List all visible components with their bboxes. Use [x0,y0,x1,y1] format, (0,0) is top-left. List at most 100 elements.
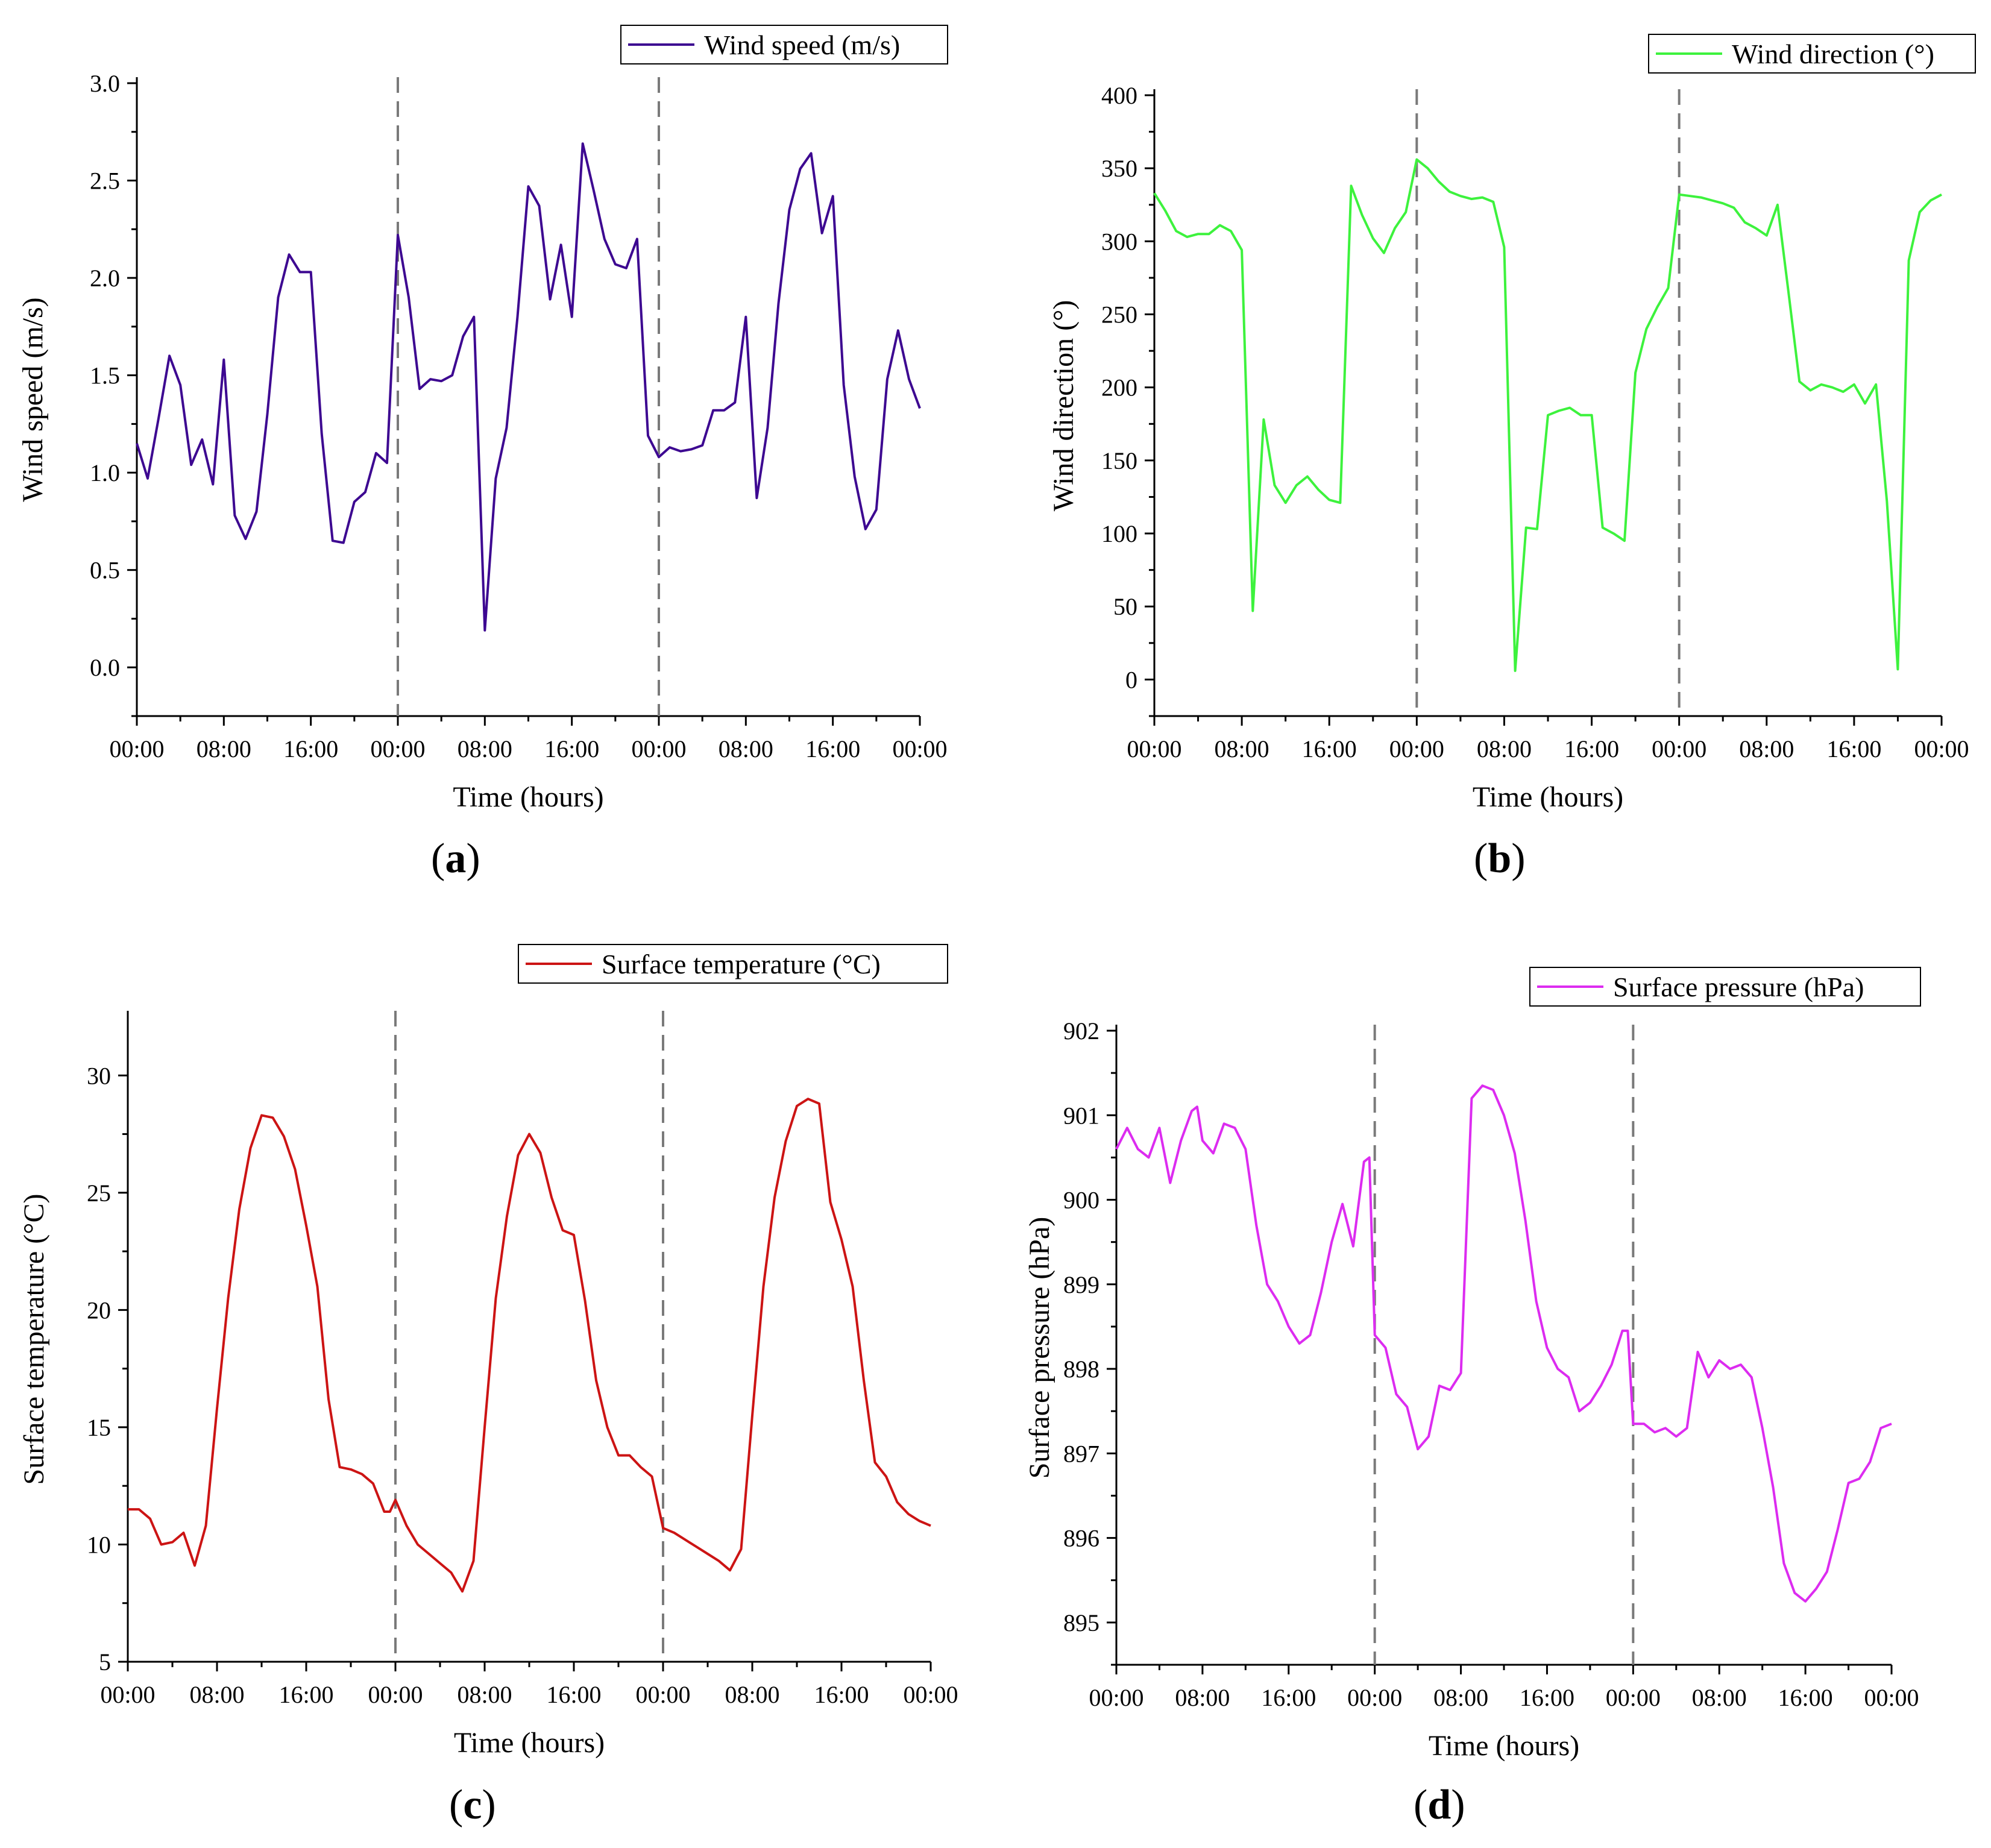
x-tick-label: 00:00 [903,1681,958,1708]
y-tick-label: 898 [1063,1356,1099,1383]
y-tick-label: 100 [1101,520,1137,547]
series-line [1115,1084,1892,1603]
y-tick-label: 2.0 [90,265,120,292]
wind-direction-chart: 0 50 100 150 200 250 300 350 400 00:00 08:00 16:00 0… [1048,34,1976,813]
x-tick-label: 00:00 [1347,1684,1402,1711]
x-tick-label: 08:00 [1215,735,1269,762]
y-tick-label: 5 [99,1648,111,1676]
y-tick-label: 3.0 [90,70,120,97]
x-tick-label: 08:00 [1477,735,1532,762]
x-tick-label: 16:00 [1302,735,1357,762]
x-tick-label: 08:00 [725,1681,779,1708]
x-tick-label: 16:00 [814,1681,869,1708]
y-tick-label: 300 [1101,228,1137,255]
x-tick-label: 00:00 [1652,735,1706,762]
legend: Surface temperature (°C) [518,944,948,984]
y-tick-label: 902 [1063,1017,1099,1045]
x-tick-label: 00:00 [892,735,947,762]
x-tick-label: 00:00 [1914,735,1969,762]
y-tick-label: 30 [87,1062,111,1089]
legend: Wind direction (°) [1648,34,1976,74]
legend-label: Surface temperature (°C) [602,949,881,979]
legend-label: Surface pressure (hPa) [1613,972,1864,1002]
y-tick-label: 350 [1101,155,1137,182]
x-tick-label: 08:00 [189,1681,244,1708]
panel-wind-direction: 0 50 100 150 200 250 300 350 400 00:00 08:00 16:00 0… [995,0,1991,904]
x-axis-label: Time (hours) [1429,1730,1579,1762]
y-tick-label: 25 [87,1180,111,1207]
x-tick-label: 08:00 [197,735,251,762]
y-tick-label: 1.5 [90,362,120,389]
x-tick-label: 00:00 [635,1681,690,1708]
panel-label-c: (c) [449,1782,496,1828]
legend-label: Wind speed (m/s) [704,30,900,60]
y-tick-label: 0.5 [90,557,120,584]
x-tick-label: 16:00 [805,735,860,762]
y-tick-label: 1.0 [90,459,120,486]
x-tick-label: 00:00 [109,735,164,762]
x-tick-label: 16:00 [1826,735,1881,762]
x-tick-label: 00:00 [100,1681,155,1708]
panel-label-b: (b) [1474,835,1526,882]
y-axis-label: Wind direction (°) [1048,300,1080,511]
legend: Surface pressure (hPa) [1529,967,1921,1007]
x-tick-label: 16:00 [1261,1684,1316,1711]
y-tick-label: 895 [1063,1609,1099,1636]
legend: Wind speed (m/s) [620,25,948,64]
x-tick-label: 00:00 [1606,1684,1661,1711]
surface-pressure-chart: 895 896 897 898 899 900 901 902 00:00 08:00 16:00 0… [1024,967,1921,1762]
x-tick-label: 16:00 [1520,1684,1574,1711]
x-tick-label: 08:00 [719,735,773,762]
x-axis-label: Time (hours) [453,781,603,813]
y-tick-label: 897 [1063,1440,1099,1467]
surface-temperature-chart: 5 10 15 20 25 30 00:00 08:00 16:00 00:00 08:00 16:0… [18,944,958,1759]
y-tick-label: 150 [1101,447,1137,474]
x-tick-label: 08:00 [1433,1684,1488,1711]
y-axis-label: Wind speed (m/s) [17,297,49,501]
y-axis-label: Surface temperature (°C) [18,1194,50,1485]
legend-label: Wind direction (°) [1732,39,1934,69]
x-tick-label: 08:00 [1739,735,1794,762]
y-tick-label: 2.5 [90,168,120,195]
x-tick-label: 08:00 [1175,1684,1230,1711]
x-tick-label: 08:00 [458,735,512,762]
x-axis-label: Time (hours) [454,1727,605,1759]
x-tick-label: 00:00 [1864,1684,1919,1711]
x-tick-label: 08:00 [1692,1684,1747,1711]
x-tick-label: 00:00 [631,735,686,762]
panel-surface-pressure: 895 896 897 898 899 900 901 902 00:00 08:00 16:00 0… [995,904,1991,1848]
y-tick-label: 20 [87,1296,111,1324]
x-tick-label: 16:00 [1564,735,1619,762]
y-axis-label: Surface pressure (hPa) [1024,1217,1055,1479]
y-tick-label: 15 [87,1414,111,1441]
y-tick-label: 900 [1063,1187,1099,1214]
wind-speed-chart: 0.0 0.5 1.0 1.5 2.0 2.5 3.0 00:00 08:00 16:00 00:0… [17,25,948,813]
x-tick-label: 16:00 [546,1681,601,1708]
x-tick-label: 00:00 [1389,735,1444,762]
y-tick-label: 896 [1063,1525,1099,1552]
y-tick-label: 0.0 [90,654,120,681]
series-line [136,142,921,632]
y-tick-label: 50 [1113,593,1137,620]
panel-label-a: (a) [431,835,480,882]
series-line [1153,158,1942,672]
x-tick-label: 00:00 [1089,1684,1143,1711]
y-tick-label: 10 [87,1531,111,1558]
x-tick-label: 16:00 [1778,1684,1833,1711]
y-tick-label: 0 [1125,666,1137,693]
panel-wind-speed: 0.0 0.5 1.0 1.5 2.0 2.5 3.0 00:00 08:00 16:00 00:0… [0,0,995,904]
panel-label-d: (d) [1414,1782,1465,1828]
x-tick-label: 00:00 [368,1681,423,1708]
x-tick-label: 00:00 [1127,735,1181,762]
y-tick-label: 899 [1063,1271,1099,1298]
y-tick-label: 901 [1063,1102,1099,1129]
x-tick-label: 08:00 [457,1681,512,1708]
panel-surface-temperature: 5 10 15 20 25 30 00:00 08:00 16:00 00:00 08:00 16:0… [0,904,995,1848]
series-line [128,1098,931,1593]
y-tick-label: 200 [1101,374,1137,401]
y-tick-label: 400 [1101,82,1137,109]
y-tick-label: 250 [1101,301,1137,328]
x-tick-label: 16:00 [283,735,338,762]
x-tick-label: 16:00 [544,735,599,762]
x-axis-label: Time (hours) [1473,781,1623,813]
